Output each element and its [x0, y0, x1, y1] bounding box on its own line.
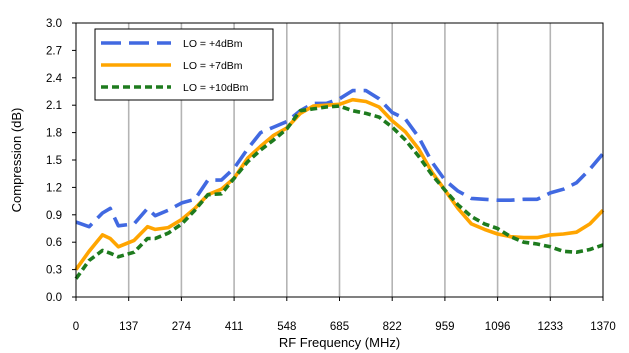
- legend: LO = +4dBm LO = +7dBm LO = +10dBm: [94, 28, 274, 101]
- series-line-lo-4dbm: [75, 88, 605, 229]
- x-tick-label: 685: [330, 321, 349, 333]
- x-tick-label: 137: [119, 321, 138, 333]
- x-tick-label: 411: [225, 321, 243, 333]
- legend-label: LO = +7dBm: [183, 60, 243, 72]
- y-tick-label: 1.2: [46, 182, 62, 194]
- series-lines: [74, 88, 605, 280]
- y-tick-label: 2.1: [46, 100, 62, 112]
- x-tick-label: 959: [435, 321, 454, 333]
- x-tick-label: 1370: [590, 321, 616, 333]
- x-axis-label: RF Frequency (MHz): [279, 335, 400, 350]
- y-tick-label: 0.0: [46, 292, 62, 304]
- legend-label: LO = +4dBm: [183, 38, 243, 50]
- y-tick-label: 2.4: [46, 73, 63, 85]
- y-tick-label: 1.5: [46, 155, 62, 167]
- x-axis-ticks: 0 137 274 411 548 685 822 959 1096 1233 1370: [73, 297, 616, 333]
- x-tick-label: 1096: [485, 321, 511, 333]
- x-tick-label: 274: [172, 321, 192, 333]
- x-tick-label: 1233: [538, 321, 564, 333]
- x-tick-label: 548: [277, 321, 296, 333]
- legend-label: LO = +10dBm: [183, 82, 249, 94]
- y-tick-label: 3.0: [46, 18, 62, 30]
- y-tick-label: 0.9: [46, 210, 62, 222]
- x-tick-label: 822: [383, 321, 402, 333]
- y-tick-label: 0.6: [46, 237, 62, 249]
- plot-frame: [75, 22, 604, 298]
- x-tick-label: 0: [73, 321, 79, 333]
- y-tick-label: 2.7: [46, 45, 62, 57]
- y-axis-label: Compression (dB): [9, 108, 24, 213]
- y-tick-label: 1.8: [46, 128, 62, 140]
- y-tick-label: 0.3: [46, 265, 62, 277]
- series-line-lo-10dbm: [74, 104, 604, 280]
- y-axis-ticks: 0.0 0.3 0.6 0.9 1.2 1.5 1.8 2.1 2.4 2.7 3.0: [46, 18, 76, 304]
